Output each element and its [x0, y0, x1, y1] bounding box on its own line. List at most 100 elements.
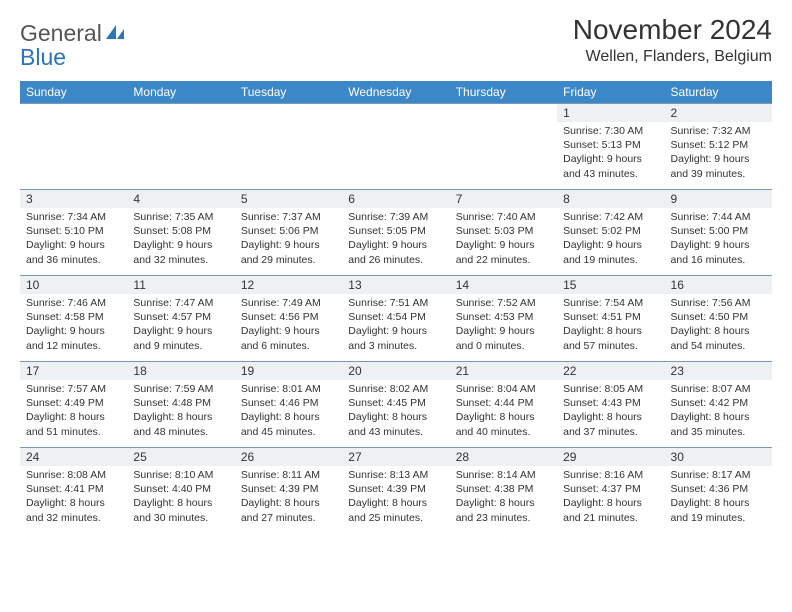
day-info: Sunrise: 7:46 AMSunset: 4:58 PMDaylight:…: [20, 294, 127, 357]
calendar-cell: 17Sunrise: 7:57 AMSunset: 4:49 PMDayligh…: [20, 362, 127, 448]
calendar-row: 3Sunrise: 7:34 AMSunset: 5:10 PMDaylight…: [20, 190, 772, 276]
day-info: Sunrise: 7:32 AMSunset: 5:12 PMDaylight:…: [665, 122, 772, 185]
day-number: 15: [557, 276, 664, 294]
day-info: Sunrise: 8:17 AMSunset: 4:36 PMDaylight:…: [665, 466, 772, 529]
day-number: 22: [557, 362, 664, 380]
calendar-cell: 20Sunrise: 8:02 AMSunset: 4:45 PMDayligh…: [342, 362, 449, 448]
sunrise-text: Sunrise: 7:47 AM: [133, 296, 228, 310]
col-saturday: Saturday: [665, 81, 772, 104]
sunrise-text: Sunrise: 7:46 AM: [26, 296, 121, 310]
sunset-text: Sunset: 4:45 PM: [348, 396, 443, 410]
calendar-cell: 3Sunrise: 7:34 AMSunset: 5:10 PMDaylight…: [20, 190, 127, 276]
daylight-text: Daylight: 9 hours and 9 minutes.: [133, 324, 228, 352]
col-monday: Monday: [127, 81, 234, 104]
sunrise-text: Sunrise: 7:30 AM: [563, 124, 658, 138]
day-number: 20: [342, 362, 449, 380]
sunset-text: Sunset: 4:51 PM: [563, 310, 658, 324]
calendar-row: 17Sunrise: 7:57 AMSunset: 4:49 PMDayligh…: [20, 362, 772, 448]
sunrise-text: Sunrise: 8:10 AM: [133, 468, 228, 482]
sunrise-text: Sunrise: 7:37 AM: [241, 210, 336, 224]
day-info: Sunrise: 7:42 AMSunset: 5:02 PMDaylight:…: [557, 208, 664, 271]
sunrise-text: Sunrise: 7:54 AM: [563, 296, 658, 310]
sunset-text: Sunset: 4:57 PM: [133, 310, 228, 324]
sunset-text: Sunset: 5:05 PM: [348, 224, 443, 238]
day-number: 5: [235, 190, 342, 208]
day-number: 26: [235, 448, 342, 466]
day-number: [342, 104, 449, 122]
sunset-text: Sunset: 4:42 PM: [671, 396, 766, 410]
daylight-text: Daylight: 9 hours and 3 minutes.: [348, 324, 443, 352]
sunset-text: Sunset: 5:00 PM: [671, 224, 766, 238]
sunrise-text: Sunrise: 8:05 AM: [563, 382, 658, 396]
day-number: 19: [235, 362, 342, 380]
day-number: [127, 104, 234, 122]
sunrise-text: Sunrise: 7:42 AM: [563, 210, 658, 224]
day-number: 8: [557, 190, 664, 208]
sunset-text: Sunset: 4:58 PM: [26, 310, 121, 324]
daylight-text: Daylight: 8 hours and 37 minutes.: [563, 410, 658, 438]
day-info: Sunrise: 8:01 AMSunset: 4:46 PMDaylight:…: [235, 380, 342, 443]
daylight-text: Daylight: 9 hours and 32 minutes.: [133, 238, 228, 266]
col-friday: Friday: [557, 81, 664, 104]
col-sunday: Sunday: [20, 81, 127, 104]
sunrise-text: Sunrise: 8:17 AM: [671, 468, 766, 482]
calendar-cell: 2Sunrise: 7:32 AMSunset: 5:12 PMDaylight…: [665, 104, 772, 190]
daylight-text: Daylight: 8 hours and 25 minutes.: [348, 496, 443, 524]
col-thursday: Thursday: [450, 81, 557, 104]
day-info: Sunrise: 8:07 AMSunset: 4:42 PMDaylight:…: [665, 380, 772, 443]
day-number: 13: [342, 276, 449, 294]
day-info: Sunrise: 8:11 AMSunset: 4:39 PMDaylight:…: [235, 466, 342, 529]
day-info: Sunrise: 7:35 AMSunset: 5:08 PMDaylight:…: [127, 208, 234, 271]
col-tuesday: Tuesday: [235, 81, 342, 104]
day-info: Sunrise: 7:30 AMSunset: 5:13 PMDaylight:…: [557, 122, 664, 185]
day-number: 17: [20, 362, 127, 380]
sunrise-text: Sunrise: 7:51 AM: [348, 296, 443, 310]
day-info: Sunrise: 7:37 AMSunset: 5:06 PMDaylight:…: [235, 208, 342, 271]
calendar-row: 24Sunrise: 8:08 AMSunset: 4:41 PMDayligh…: [20, 448, 772, 534]
calendar-cell: [342, 104, 449, 190]
daylight-text: Daylight: 9 hours and 36 minutes.: [26, 238, 121, 266]
day-number: 6: [342, 190, 449, 208]
daylight-text: Daylight: 8 hours and 48 minutes.: [133, 410, 228, 438]
sunrise-text: Sunrise: 7:59 AM: [133, 382, 228, 396]
sunrise-text: Sunrise: 8:07 AM: [671, 382, 766, 396]
daylight-text: Daylight: 8 hours and 54 minutes.: [671, 324, 766, 352]
daylight-text: Daylight: 9 hours and 39 minutes.: [671, 152, 766, 180]
sunset-text: Sunset: 5:06 PM: [241, 224, 336, 238]
day-info: Sunrise: 7:52 AMSunset: 4:53 PMDaylight:…: [450, 294, 557, 357]
daylight-text: Daylight: 9 hours and 19 minutes.: [563, 238, 658, 266]
day-number: 1: [557, 104, 664, 122]
day-info: Sunrise: 7:39 AMSunset: 5:05 PMDaylight:…: [342, 208, 449, 271]
day-info: Sunrise: 7:51 AMSunset: 4:54 PMDaylight:…: [342, 294, 449, 357]
sunset-text: Sunset: 5:12 PM: [671, 138, 766, 152]
calendar-cell: 28Sunrise: 8:14 AMSunset: 4:38 PMDayligh…: [450, 448, 557, 534]
day-number: 7: [450, 190, 557, 208]
day-info: Sunrise: 8:10 AMSunset: 4:40 PMDaylight:…: [127, 466, 234, 529]
sunrise-text: Sunrise: 7:52 AM: [456, 296, 551, 310]
day-info: Sunrise: 7:34 AMSunset: 5:10 PMDaylight:…: [20, 208, 127, 271]
daylight-text: Daylight: 8 hours and 45 minutes.: [241, 410, 336, 438]
calendar-cell: 21Sunrise: 8:04 AMSunset: 4:44 PMDayligh…: [450, 362, 557, 448]
sunset-text: Sunset: 4:36 PM: [671, 482, 766, 496]
day-number: [450, 104, 557, 122]
calendar-cell: 11 Sunrise: 7:47 AMSunset: 4:57 PMDayligh…: [127, 276, 234, 362]
day-number: 10: [20, 276, 127, 294]
calendar-body: 1Sunrise: 7:30 AMSunset: 5:13 PMDaylight…: [20, 104, 772, 534]
day-info: Sunrise: 8:08 AMSunset: 4:41 PMDaylight:…: [20, 466, 127, 529]
daylight-text: Daylight: 9 hours and 43 minutes.: [563, 152, 658, 180]
sunset-text: Sunset: 5:13 PM: [563, 138, 658, 152]
daylight-text: Daylight: 8 hours and 57 minutes.: [563, 324, 658, 352]
daylight-text: Daylight: 9 hours and 26 minutes.: [348, 238, 443, 266]
calendar-cell: 10Sunrise: 7:46 AMSunset: 4:58 PMDayligh…: [20, 276, 127, 362]
calendar-cell: 27Sunrise: 8:13 AMSunset: 4:39 PMDayligh…: [342, 448, 449, 534]
sunset-text: Sunset: 4:39 PM: [241, 482, 336, 496]
logo: General: [20, 20, 126, 47]
day-number: 11: [127, 276, 234, 294]
sunset-text: Sunset: 5:02 PM: [563, 224, 658, 238]
logo-text-gray: General: [20, 20, 102, 47]
sunset-text: Sunset: 5:03 PM: [456, 224, 551, 238]
daylight-text: Daylight: 9 hours and 12 minutes.: [26, 324, 121, 352]
col-wednesday: Wednesday: [342, 81, 449, 104]
calendar-cell: 26Sunrise: 8:11 AMSunset: 4:39 PMDayligh…: [235, 448, 342, 534]
calendar-cell: 15 Sunrise: 7:54 AMSunset: 4:51 PMDayligh…: [557, 276, 664, 362]
